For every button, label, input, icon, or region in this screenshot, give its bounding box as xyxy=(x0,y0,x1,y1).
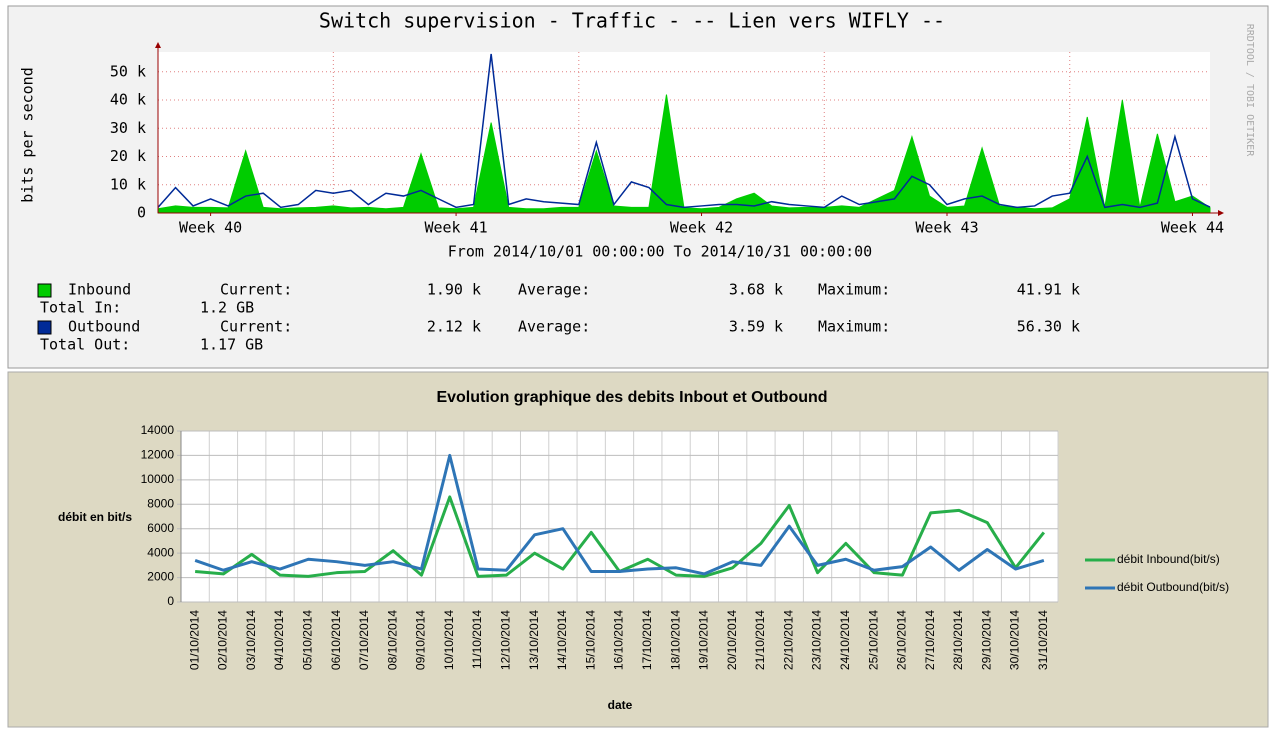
y-tick-label: 10 k xyxy=(110,175,146,193)
stat-label: Average: xyxy=(518,318,590,336)
y-tick-label: 12000 xyxy=(141,448,175,462)
stat-value: 3.59 k xyxy=(729,318,783,336)
x-tick-label: 28/10/2014 xyxy=(951,610,965,670)
excel-y-label: débit en bit/s xyxy=(58,510,132,524)
x-tick-label: 01/10/2014 xyxy=(187,610,201,670)
x-tick-label: 16/10/2014 xyxy=(612,610,626,670)
x-tick-label: 09/10/2014 xyxy=(414,610,428,670)
x-tick-label: 03/10/2014 xyxy=(244,610,258,670)
x-tick-label: 24/10/2014 xyxy=(838,610,852,670)
axis-arrow xyxy=(155,42,161,48)
x-tick-label: 19/10/2014 xyxy=(697,610,711,670)
y-tick-label: 8000 xyxy=(147,496,174,510)
x-tick-label: 23/10/2014 xyxy=(810,610,824,670)
x-tick-label: 07/10/2014 xyxy=(357,610,371,670)
x-tick-label: 31/10/2014 xyxy=(1036,610,1050,670)
legend-label: débit Inbound(bit/s) xyxy=(1117,552,1220,566)
x-tick-label: 05/10/2014 xyxy=(300,610,314,670)
x-tick-label: 04/10/2014 xyxy=(272,610,286,670)
x-tick-label: 10/10/2014 xyxy=(442,610,456,670)
x-tick-label: 11/10/2014 xyxy=(470,610,484,669)
axis-arrow xyxy=(1218,210,1224,216)
x-tick-label: 15/10/2014 xyxy=(583,610,597,670)
y-tick-label: 0 xyxy=(167,594,174,608)
x-tick-label: Week 41 xyxy=(424,219,487,237)
x-tick-label: 20/10/2014 xyxy=(725,610,739,670)
x-tick-label: 25/10/2014 xyxy=(866,610,880,670)
x-tick-label: 14/10/2014 xyxy=(555,610,569,670)
y-tick-label: 50 k xyxy=(110,62,146,80)
stat-value: 2.12 k xyxy=(427,318,481,336)
x-tick-label: 02/10/2014 xyxy=(216,610,230,670)
x-tick-label: 29/10/2014 xyxy=(979,610,993,670)
stat-value: 41.91 k xyxy=(1017,281,1080,299)
legend-name: Inbound xyxy=(68,281,131,299)
x-tick-label: Week 42 xyxy=(670,219,733,237)
stat-label: Maximum: xyxy=(818,281,890,299)
stat-value: 3.68 k xyxy=(729,281,783,299)
x-tick-label: 06/10/2014 xyxy=(329,610,343,670)
x-tick-label: Week 40 xyxy=(179,219,242,237)
x-tick-label: 30/10/2014 xyxy=(1008,610,1022,670)
y-tick-label: 40 k xyxy=(110,91,146,109)
x-tick-label: Week 44 xyxy=(1161,219,1224,237)
outbound-line xyxy=(157,53,1211,209)
rrd-y-label: bits per second xyxy=(19,67,37,202)
watermark: RRDTOOL / TOBI OETIKER xyxy=(1244,24,1255,157)
stat-label: Average: xyxy=(518,281,590,299)
rrd-title: Switch supervision - Traffic - -- Lien v… xyxy=(319,9,945,33)
y-tick-label: 4000 xyxy=(147,545,174,559)
excel-title: Evolution graphique des debits Inbout et… xyxy=(436,389,827,406)
total-label: Total In: xyxy=(40,299,121,317)
y-tick-label: 30 k xyxy=(110,119,146,137)
stat-value: 1.90 k xyxy=(427,281,481,299)
y-tick-label: 10000 xyxy=(141,472,175,486)
x-tick-label: 13/10/2014 xyxy=(527,610,541,670)
inbound-area xyxy=(157,94,1211,214)
y-tick-label: 14000 xyxy=(141,423,175,437)
stat-value: 56.30 k xyxy=(1017,318,1080,336)
total-label: Total Out: xyxy=(40,336,130,354)
stat-label: Maximum: xyxy=(818,318,890,336)
x-tick-label: 12/10/2014 xyxy=(499,610,513,670)
total-value: 1.17 GB xyxy=(200,336,263,354)
series-line xyxy=(194,453,1045,576)
total-value: 1.2 GB xyxy=(200,299,254,317)
x-tick-label: 08/10/2014 xyxy=(385,610,399,670)
y-tick-label: 20 k xyxy=(110,147,146,165)
x-tick-label: 27/10/2014 xyxy=(923,610,937,670)
legend-swatch xyxy=(37,283,52,298)
y-tick-label: 0 xyxy=(137,204,146,222)
x-tick-label: 26/10/2014 xyxy=(895,610,909,670)
x-tick-label: 21/10/2014 xyxy=(753,610,767,670)
legend-label: débit Outbound(bit/s) xyxy=(1117,580,1229,594)
y-tick-label: 2000 xyxy=(147,570,174,584)
excel-x-label: date xyxy=(608,698,633,712)
legend-name: Outbound xyxy=(68,318,140,336)
y-tick-label: 6000 xyxy=(147,521,174,535)
x-tick-label: 22/10/2014 xyxy=(781,610,795,670)
stat-label: Current: xyxy=(220,318,292,336)
x-tick-label: 18/10/2014 xyxy=(668,610,682,670)
legend-swatch xyxy=(37,320,52,335)
rrd-plot xyxy=(158,52,1210,213)
x-tick-label: 17/10/2014 xyxy=(640,610,654,670)
x-tick-label: Week 43 xyxy=(915,219,978,237)
stat-label: Current: xyxy=(220,281,292,299)
rrd-subtitle: From 2014/10/01 00:00:00 To 2014/10/31 0… xyxy=(448,243,872,261)
